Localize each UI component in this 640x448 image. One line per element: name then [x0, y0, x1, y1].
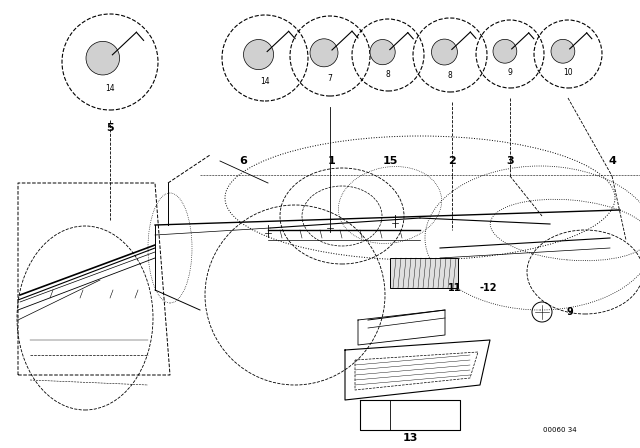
Text: 8: 8 [386, 70, 390, 79]
Text: 8: 8 [447, 71, 452, 80]
Circle shape [370, 39, 396, 65]
Text: 5: 5 [106, 123, 114, 133]
Text: 6: 6 [239, 156, 247, 166]
Text: 1: 1 [328, 156, 336, 166]
Text: 2: 2 [448, 156, 456, 166]
Text: 3: 3 [506, 156, 514, 166]
Text: 10: 10 [563, 68, 573, 77]
Circle shape [493, 39, 517, 63]
Text: 13: 13 [403, 433, 418, 443]
Text: 4: 4 [608, 156, 616, 166]
Circle shape [243, 39, 274, 69]
Text: 14: 14 [105, 84, 115, 93]
Text: 14: 14 [260, 77, 270, 86]
Text: 9: 9 [566, 307, 573, 317]
Text: 00060 34: 00060 34 [543, 427, 577, 433]
Text: 9: 9 [508, 68, 513, 77]
Circle shape [431, 39, 458, 65]
Text: 7: 7 [328, 73, 332, 82]
Bar [390, 258, 458, 288]
Text: 15: 15 [382, 156, 397, 166]
Circle shape [310, 39, 338, 67]
Text: -12: -12 [479, 283, 497, 293]
Text: 11: 11 [448, 283, 461, 293]
Circle shape [551, 39, 575, 63]
Circle shape [86, 41, 120, 75]
